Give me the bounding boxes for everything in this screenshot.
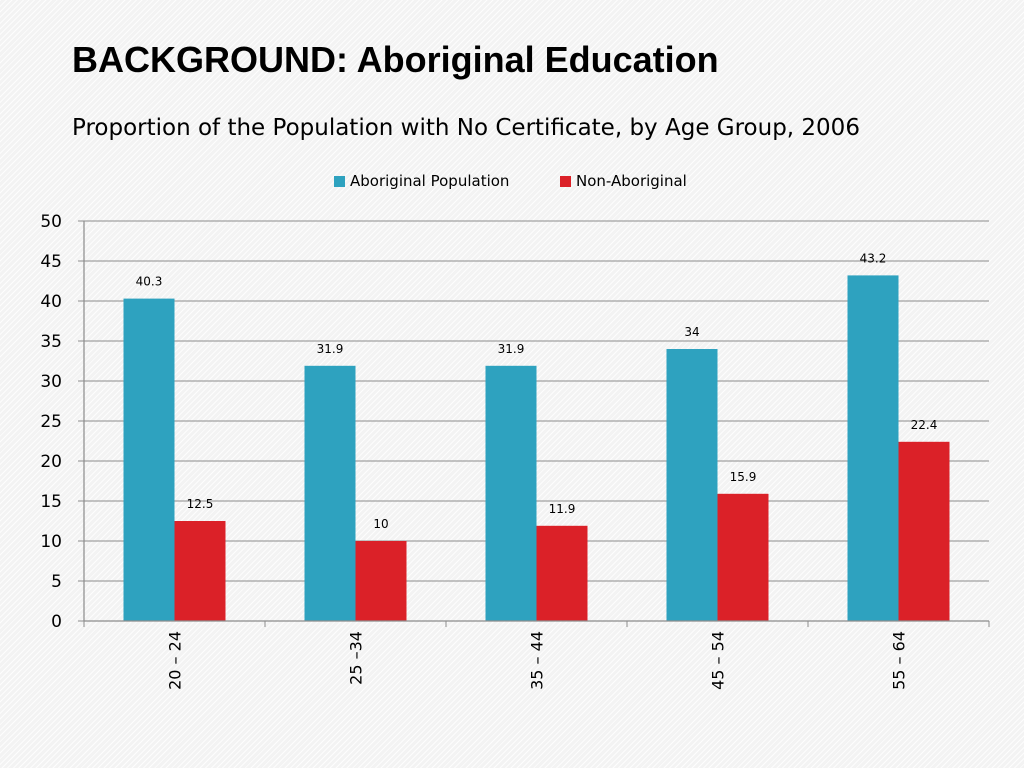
data-label: 22.4 xyxy=(911,418,938,432)
data-label: 31.9 xyxy=(317,342,344,356)
legend-swatch-non-aboriginal xyxy=(560,176,571,187)
y-tick-label: 50 xyxy=(40,212,62,232)
legend-label: Non-Aboriginal xyxy=(576,172,687,190)
bar-aboriginal xyxy=(666,349,718,621)
bar-aboriginal xyxy=(304,365,356,621)
category-label: 35 – 44 xyxy=(528,631,547,690)
x-axis-ticks: 20 – 24 25 –34 35 – 44 45 – 54 55 – 64 xyxy=(166,631,909,690)
y-tick-label: 15 xyxy=(40,492,62,512)
bar-aboriginal xyxy=(485,365,537,621)
chart-bars xyxy=(123,275,950,621)
y-tick-label: 0 xyxy=(51,612,62,632)
data-label: 10 xyxy=(373,517,388,531)
legend-swatch-aboriginal xyxy=(334,176,345,187)
chart-title: Proportion of the Population with No Cer… xyxy=(72,115,860,141)
data-label: 31.9 xyxy=(498,342,525,356)
bar-aboriginal xyxy=(847,275,899,621)
y-tick-label: 10 xyxy=(40,532,62,552)
bar-non-aboriginal xyxy=(717,493,769,621)
y-tick-label: 45 xyxy=(40,252,62,272)
y-tick-label: 35 xyxy=(40,332,62,352)
data-label: 11.9 xyxy=(549,502,576,516)
category-label: 55 – 64 xyxy=(890,631,909,690)
data-label: 43.2 xyxy=(860,251,887,265)
y-tick-label: 40 xyxy=(40,292,62,312)
data-label: 12.5 xyxy=(187,497,214,511)
y-tick-label: 30 xyxy=(40,372,62,392)
slide-title: BACKGROUND: Aboriginal Education xyxy=(72,39,719,80)
category-label: 45 – 54 xyxy=(709,631,728,690)
chart-legend: Aboriginal Population Non-Aboriginal xyxy=(334,172,687,190)
data-labels: 40.3 31.9 31.9 34 43.2 12.5 10 11.9 15.9 22.4 xyxy=(136,251,938,531)
chart-axes xyxy=(78,220,990,627)
bar-non-aboriginal xyxy=(355,541,407,621)
y-tick-label: 5 xyxy=(51,572,62,592)
data-label: 15.9 xyxy=(730,470,757,484)
legend-label: Aboriginal Population xyxy=(350,172,509,190)
data-label: 40.3 xyxy=(136,275,163,289)
bar-non-aboriginal xyxy=(898,441,950,621)
y-axis-ticks: 0 5 10 15 20 25 30 35 40 45 50 xyxy=(40,212,62,632)
y-tick-label: 20 xyxy=(40,452,62,472)
bar-non-aboriginal xyxy=(536,525,588,621)
y-tick-label: 25 xyxy=(40,412,62,432)
category-label: 20 – 24 xyxy=(166,631,185,690)
bar-non-aboriginal xyxy=(174,521,226,621)
category-label: 25 –34 xyxy=(347,631,366,685)
bar-aboriginal xyxy=(123,298,175,621)
data-label: 34 xyxy=(684,325,699,339)
